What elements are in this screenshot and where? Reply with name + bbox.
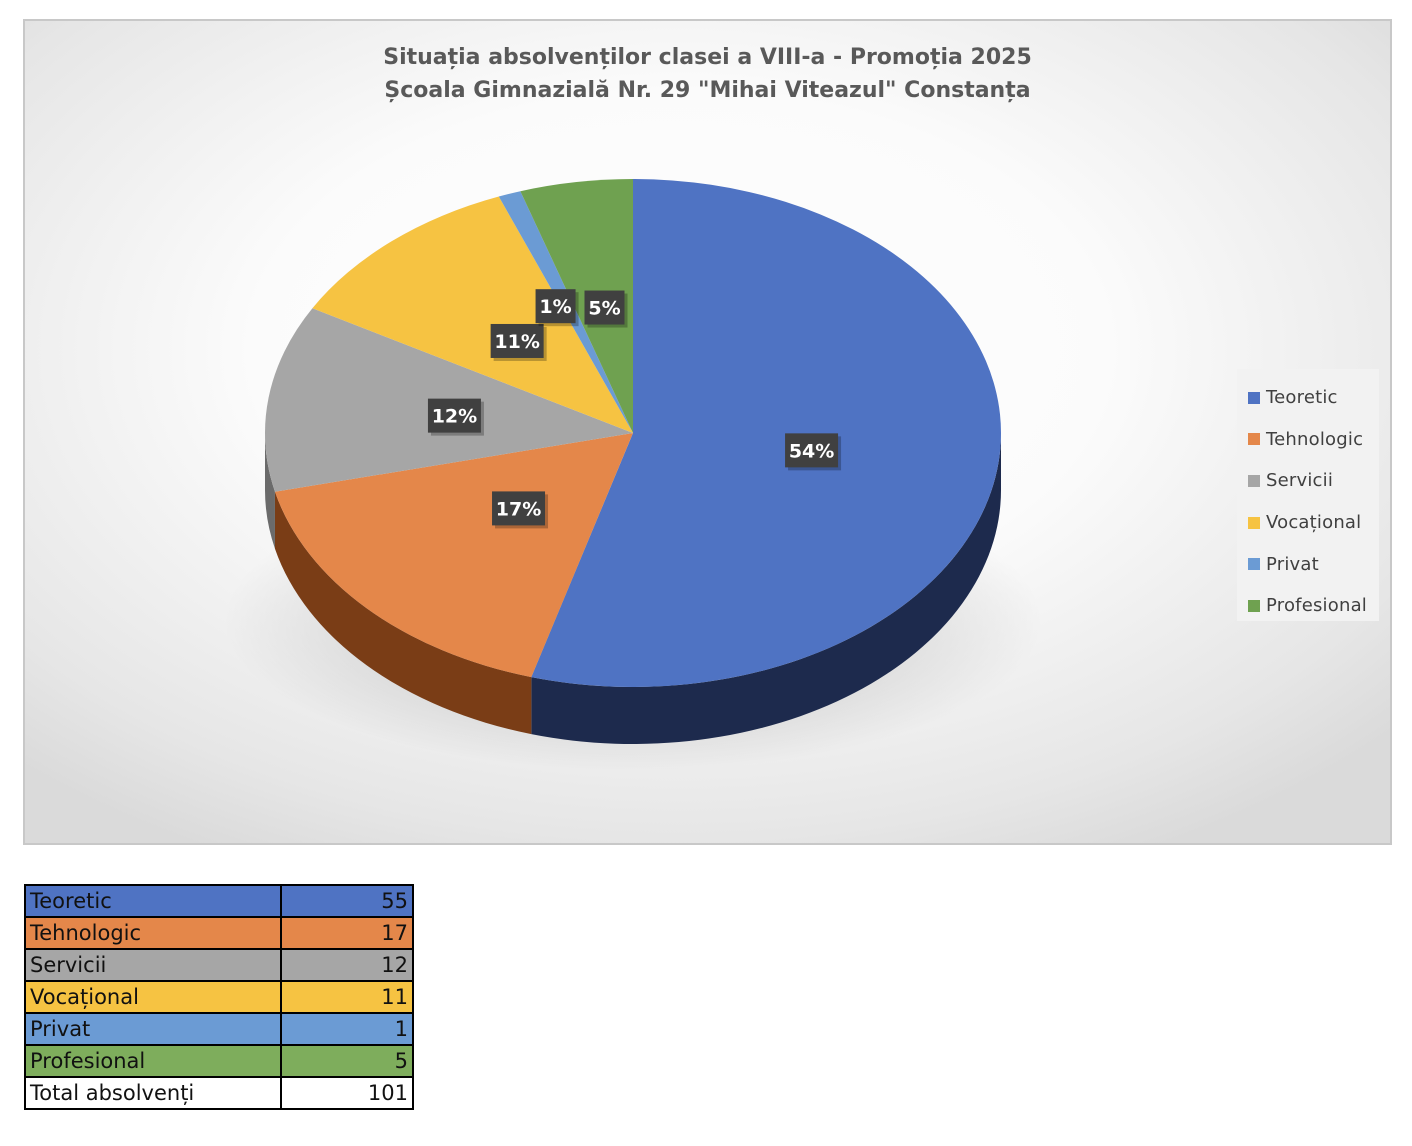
- legend-item-profesional: Profesional: [1237, 585, 1379, 627]
- data-label-text: 5%: [588, 298, 620, 320]
- data-label-text: 17%: [496, 498, 541, 520]
- data-label-vocational: 11%: [490, 323, 547, 361]
- table-cell-value: 55: [280, 884, 414, 918]
- table-cell-value: 17: [280, 916, 414, 950]
- table-row: Profesional 5: [24, 1044, 414, 1078]
- legend-item-privat: Privat: [1237, 543, 1379, 585]
- table-cell-value: 12: [280, 948, 414, 982]
- table-cell-name: Privat: [24, 1012, 282, 1046]
- data-table: Teoretic 55 Tehnologic 17 Servicii 12 Vocațion…: [24, 884, 414, 1110]
- legend-label: Servicii: [1266, 470, 1334, 492]
- legend-item-servicii: Servicii: [1237, 460, 1379, 502]
- table-row: Tehnologic 17: [24, 916, 414, 950]
- legend-label: Profesional: [1266, 595, 1367, 617]
- data-label-servicii: 12%: [427, 398, 484, 436]
- legend-swatch: [1248, 516, 1260, 529]
- table-cell-name: Profesional: [24, 1044, 282, 1078]
- data-label-box: [490, 323, 544, 358]
- chart-title: Situația absolvenților clasei a VIII-a -…: [25, 41, 1390, 107]
- pie-side-servicii: [265, 433, 275, 549]
- chart-title-line-1: Situația absolvenților clasei a VIII-a -…: [383, 45, 1032, 70]
- data-label-privat: 1%: [535, 289, 579, 327]
- table-cell-name: Total absolvenți: [24, 1076, 282, 1110]
- data-label-text: 1%: [539, 296, 571, 318]
- chart-title-line-2: Școala Gimnazială Nr. 29 "Mihai Viteazul…: [384, 78, 1031, 103]
- legend-label: Vocațional: [1266, 512, 1362, 534]
- legend-swatch: [1248, 474, 1260, 487]
- table-cell-name: Vocațional: [24, 980, 282, 1014]
- legend: Teoretic Tehnologic Servicii Vocațional Priv…: [1237, 369, 1379, 621]
- pie-slices: [265, 179, 1001, 687]
- legend-swatch: [1248, 558, 1260, 571]
- pie-side-tehnologic: [274, 491, 532, 735]
- legend-label: Tehnologic: [1266, 428, 1364, 450]
- table-row: Servicii 12: [24, 948, 414, 982]
- data-label-teoretic: 54%: [785, 433, 842, 471]
- table-row: Privat 1: [24, 1012, 414, 1046]
- data-label-box: [492, 491, 546, 526]
- legend-item-teoretic: Teoretic: [1237, 377, 1379, 419]
- data-label-text: 54%: [789, 440, 834, 462]
- legend-swatch: [1248, 433, 1260, 446]
- legend-label: Teoretic: [1266, 387, 1338, 409]
- table-cell-value: 101: [280, 1076, 414, 1110]
- legend-swatch: [1248, 391, 1260, 404]
- legend-label: Privat: [1266, 553, 1319, 575]
- legend-swatch: [1248, 599, 1260, 612]
- table-cell-value: 5: [280, 1044, 414, 1078]
- chart-area: Situația absolvenților clasei a VIII-a -…: [23, 19, 1392, 845]
- pie-chart: 54% 17% 12% 11%1% 5%: [223, 179, 1043, 771]
- pie-slice-vocational: [312, 196, 633, 433]
- pie-slice-profesional: [520, 179, 633, 433]
- data-label-box: [427, 398, 481, 433]
- pie-sides: [265, 433, 1001, 744]
- data-label-text: 11%: [494, 331, 539, 353]
- legend-item-tehnologic: Tehnologic: [1237, 419, 1379, 461]
- table-cell-name: Tehnologic: [24, 916, 282, 950]
- data-labels: 54% 17% 12% 11%1% 5%: [427, 289, 842, 529]
- data-label-box: [535, 289, 576, 324]
- table-cell-value: 11: [280, 980, 414, 1014]
- legend-item-vocational: Vocațional: [1237, 502, 1379, 544]
- table-cell-name: Servicii: [24, 948, 282, 982]
- table-row: Vocațional 11: [24, 980, 414, 1014]
- table-cell-value: 1: [280, 1012, 414, 1046]
- pie-side-teoretic: [531, 433, 1001, 744]
- pie-slice-teoretic: [531, 179, 1001, 687]
- table-cell-name: Teoretic: [24, 884, 282, 918]
- table-row: Teoretic 55: [24, 884, 414, 918]
- data-label-profesional: 5%: [584, 290, 628, 328]
- data-label-text: 12%: [432, 406, 477, 428]
- data-label-box: [584, 290, 625, 325]
- table-total-row: Total absolvenți 101: [24, 1076, 414, 1110]
- data-label-box: [785, 433, 839, 468]
- data-label-tehnologic: 17%: [492, 491, 549, 529]
